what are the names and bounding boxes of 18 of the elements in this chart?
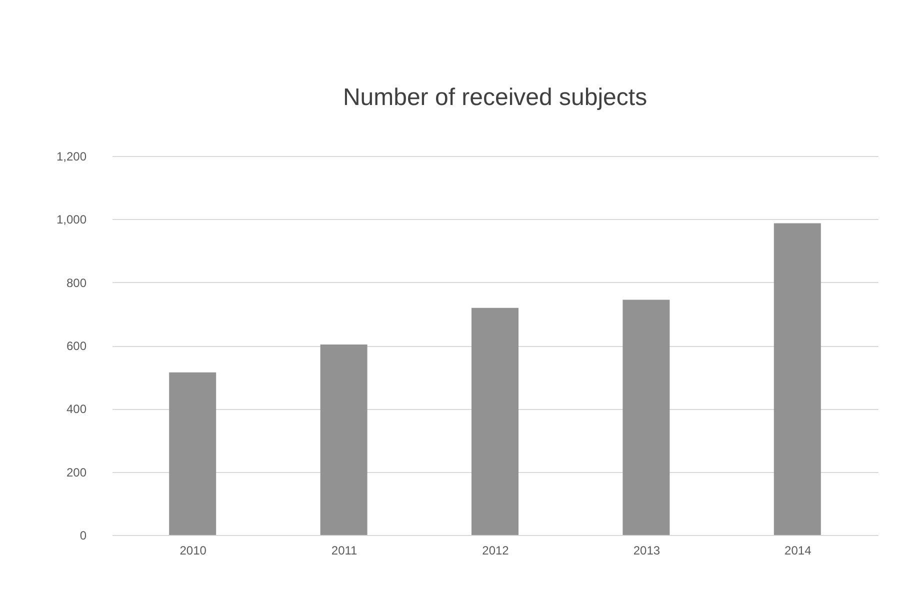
y-tick-label: 800 (66, 276, 87, 290)
x-tick-label: 2013 (633, 544, 660, 558)
y-tick-label: 1,000 (56, 212, 87, 227)
bar (774, 223, 821, 535)
y-tick-label: 400 (66, 402, 87, 416)
bar (472, 308, 518, 535)
bar (169, 372, 216, 535)
y-tick-label: 600 (66, 339, 87, 353)
x-tick-label: 2012 (482, 544, 510, 558)
bar (320, 344, 368, 535)
bar (622, 300, 670, 535)
chart-title: Number of received subjects (342, 84, 648, 111)
y-tick-label: 200 (66, 465, 87, 480)
x-tick-label: 2014 (784, 544, 812, 558)
x-tick-label: 2010 (180, 544, 207, 558)
y-tick-label: 1,200 (56, 150, 87, 164)
y-tick-label: 0 (80, 528, 87, 542)
x-tick-label: 2011 (331, 544, 358, 558)
